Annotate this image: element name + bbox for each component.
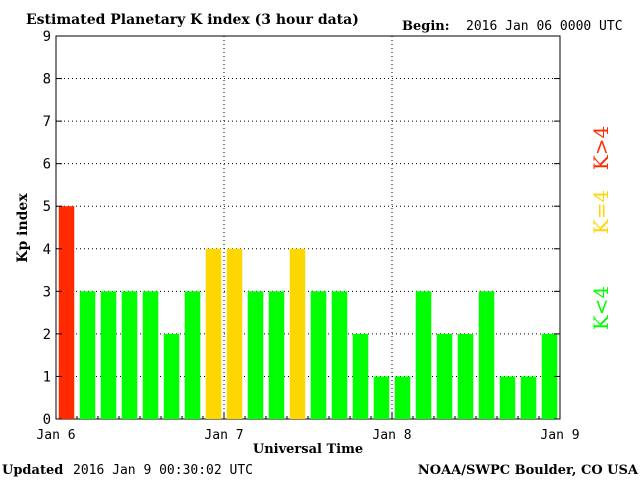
begin-label: Begin: bbox=[402, 19, 450, 34]
kp-bar bbox=[373, 376, 390, 419]
kp-bar bbox=[289, 248, 306, 419]
y-tick-label: 7 bbox=[43, 114, 51, 130]
y-tick-label: 5 bbox=[43, 199, 51, 215]
x-tick-label: Jan 9 bbox=[540, 428, 579, 443]
kp-bar bbox=[226, 248, 243, 419]
x-tick-label: Jan 6 bbox=[36, 428, 75, 443]
kp-bar bbox=[163, 333, 180, 419]
kp-bar bbox=[499, 376, 516, 419]
kp-bar bbox=[142, 291, 159, 419]
y-axis-label: Kp index bbox=[15, 193, 31, 263]
begin-value: 2016 Jan 06 0000 UTC bbox=[466, 19, 623, 34]
legend-item: K=4 bbox=[589, 190, 613, 234]
y-axis-ticks: 0 1 2 3 4 5 6 7 8 9 bbox=[43, 29, 560, 428]
updated-value: 2016 Jan 9 00:30:02 UTC bbox=[73, 463, 253, 478]
y-tick-label: 3 bbox=[43, 284, 51, 300]
x-axis-label: Universal Time bbox=[253, 442, 363, 457]
y-tick-label: 0 bbox=[43, 412, 51, 428]
kp-bar bbox=[58, 206, 75, 419]
kp-bar bbox=[247, 291, 264, 419]
kp-bar bbox=[520, 376, 537, 419]
y-tick-label: 2 bbox=[43, 327, 51, 343]
kp-bar bbox=[352, 333, 369, 419]
kp-bar bbox=[268, 291, 285, 419]
grid-lines bbox=[56, 36, 560, 419]
kp-bar bbox=[478, 291, 495, 419]
kp-bar bbox=[205, 248, 222, 419]
x-tick-label: Jan 7 bbox=[204, 428, 243, 443]
source-credit: NOAA/SWPC Boulder, CO USA bbox=[418, 463, 639, 478]
kp-bar bbox=[415, 291, 432, 419]
kp-bar bbox=[121, 291, 138, 419]
legend: K<4 K=4 K>4 bbox=[589, 126, 613, 330]
kp-bar bbox=[79, 291, 96, 419]
legend-item: K<4 bbox=[589, 286, 613, 330]
kp-bar bbox=[541, 333, 558, 419]
legend-item: K>4 bbox=[589, 126, 613, 170]
kp-bar bbox=[331, 291, 348, 419]
kp-bar bbox=[394, 376, 411, 419]
x-tick-label: Jan 8 bbox=[372, 428, 411, 443]
updated-label: Updated bbox=[2, 463, 63, 478]
y-tick-label: 8 bbox=[43, 72, 51, 88]
chart-title: Estimated Planetary K index (3 hour data… bbox=[26, 12, 359, 28]
x-axis-ticks: Jan 6 Jan 7 Jan 8 Jan 9 bbox=[36, 413, 580, 443]
kp-bar bbox=[100, 291, 117, 419]
y-tick-label: 4 bbox=[43, 242, 51, 258]
kp-bar bbox=[184, 291, 201, 419]
bars bbox=[58, 206, 558, 419]
y-tick-label: 1 bbox=[43, 369, 51, 385]
y-tick-label: 6 bbox=[43, 157, 51, 173]
kp-bar bbox=[310, 291, 327, 419]
kp-bar bbox=[436, 333, 453, 419]
kp-bar bbox=[457, 333, 474, 419]
plot-area bbox=[55, 35, 561, 420]
y-tick-label: 9 bbox=[43, 29, 51, 45]
